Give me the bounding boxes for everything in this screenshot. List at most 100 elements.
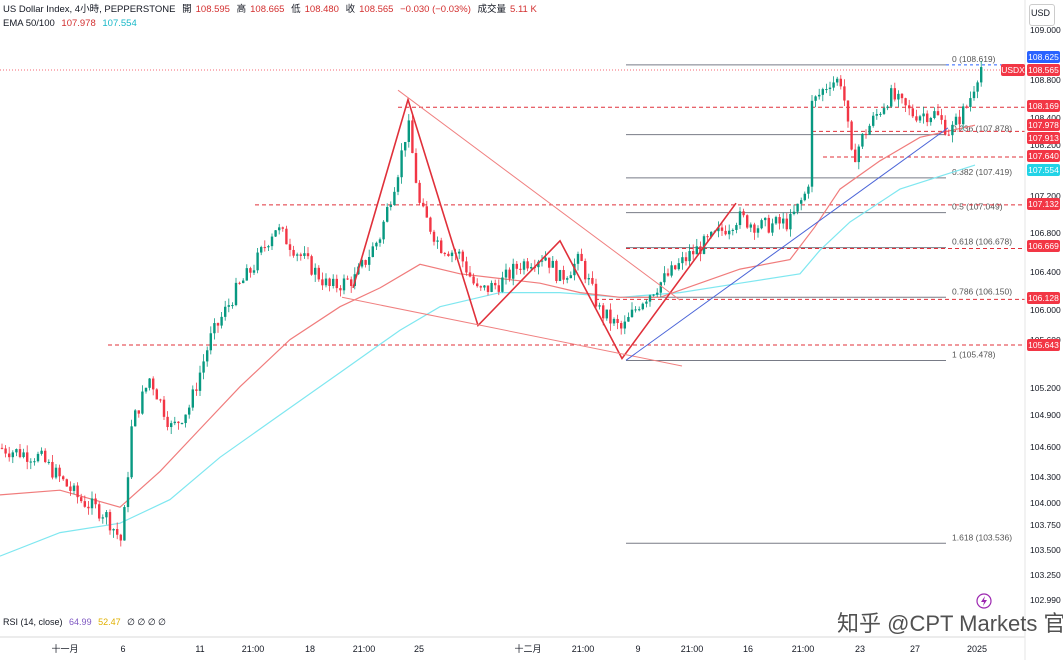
candle-body [404, 141, 407, 151]
candle-body [281, 227, 284, 229]
candle-body [684, 257, 688, 262]
candle-body [674, 265, 677, 270]
candle-body [724, 230, 727, 235]
candle-body [537, 261, 540, 268]
candle-body [36, 453, 40, 462]
candle-body [641, 303, 644, 310]
ema100-value: 107.554 [102, 18, 137, 29]
horizontal-levels [0, 69, 1025, 346]
candle-body [94, 498, 97, 505]
candle-body [900, 93, 904, 99]
candle-body [634, 309, 637, 311]
price-tag: 107.978 [1027, 119, 1060, 131]
candle-body [418, 182, 421, 203]
candle-body [263, 247, 266, 249]
candle-body [605, 309, 608, 319]
candle-body [803, 193, 806, 201]
candle-body [90, 498, 94, 509]
candle-body [753, 224, 756, 233]
y-tick-label: 109.000 [1030, 25, 1061, 35]
header-line-2: EMA 50/100 107.978 107.554 [3, 18, 141, 30]
price-tag: 108.565 [1027, 64, 1060, 76]
zigzag-pattern [352, 96, 737, 361]
candle-body [400, 150, 403, 178]
candle-body [69, 486, 72, 491]
candle-body [468, 272, 472, 277]
settings-icon[interactable] [1029, 4, 1055, 26]
candle-body [566, 278, 569, 280]
y-tick-label: 104.900 [1030, 410, 1061, 420]
candle-body [483, 285, 486, 288]
candle-body [324, 278, 328, 286]
x-tick-label: 27 [910, 644, 920, 654]
candle-body [321, 279, 324, 286]
y-tick-label: 104.000 [1030, 498, 1061, 508]
candle-body [260, 247, 263, 253]
candle-body [162, 399, 166, 417]
pattern-drawings [341, 89, 949, 367]
candle-body [479, 286, 482, 288]
candle-body [234, 282, 238, 306]
candle-body [159, 399, 162, 401]
candle-body [792, 211, 796, 214]
candle-body [616, 318, 619, 324]
ema100-path [0, 164, 976, 557]
candle-body [425, 206, 428, 218]
candle-body [969, 98, 972, 107]
x-tick-label: 十二月 [514, 643, 541, 654]
candle-body [908, 105, 911, 109]
y-tick-label: 108.800 [1030, 75, 1061, 85]
candle-body [515, 263, 518, 269]
lightning-icon[interactable] [976, 593, 992, 609]
watermark: 知乎 @CPT Markets 官方 [837, 611, 1063, 636]
candle-body [926, 113, 929, 123]
candle-body [195, 389, 198, 391]
candle-body [191, 389, 194, 408]
candle-body [548, 257, 551, 268]
candle-body [342, 278, 346, 291]
candle-body [843, 86, 846, 101]
candle-body [134, 410, 137, 427]
y-tick-label: 102.990 [1030, 595, 1061, 605]
candle-body [360, 260, 364, 267]
candle-body [180, 423, 184, 425]
candle-body [440, 240, 443, 254]
candle-body [886, 106, 889, 109]
candle-body [778, 217, 781, 224]
candle-body [364, 260, 367, 265]
candle-body [249, 268, 252, 273]
candle-body [296, 254, 299, 256]
candle-body [936, 111, 940, 116]
x-tick-label: 2025 [967, 644, 987, 654]
candle-body [954, 116, 958, 125]
candle-body [422, 202, 425, 207]
candle-body [436, 240, 439, 242]
candle-body [656, 292, 659, 295]
candle-body [206, 350, 209, 362]
candle-body [494, 282, 497, 286]
candle-body [497, 285, 500, 292]
candle-body [130, 426, 133, 478]
candle-body [623, 321, 626, 329]
symbol-tag: USDX [1001, 64, 1025, 76]
candle-body [26, 452, 29, 462]
candle-body [303, 253, 306, 256]
candle-body [818, 94, 821, 97]
price-tag: 107.554 [1027, 164, 1060, 176]
candle-body [285, 228, 288, 245]
candle-body [62, 476, 65, 480]
price-tag: 107.132 [1027, 198, 1060, 210]
candle-body [414, 153, 418, 183]
candle-body [512, 263, 515, 279]
candle-body [486, 285, 490, 292]
y-tick-label: 105.200 [1030, 383, 1061, 393]
x-tick-label: 23 [855, 644, 865, 654]
candle-body [854, 149, 857, 163]
x-tick-label: 11 [195, 644, 204, 654]
x-tick-label: 21:00 [353, 644, 376, 654]
y-tick-label: 108.200 [1030, 140, 1061, 150]
candle-body [814, 96, 817, 101]
candle-body [299, 254, 302, 256]
candle-body [184, 414, 187, 424]
